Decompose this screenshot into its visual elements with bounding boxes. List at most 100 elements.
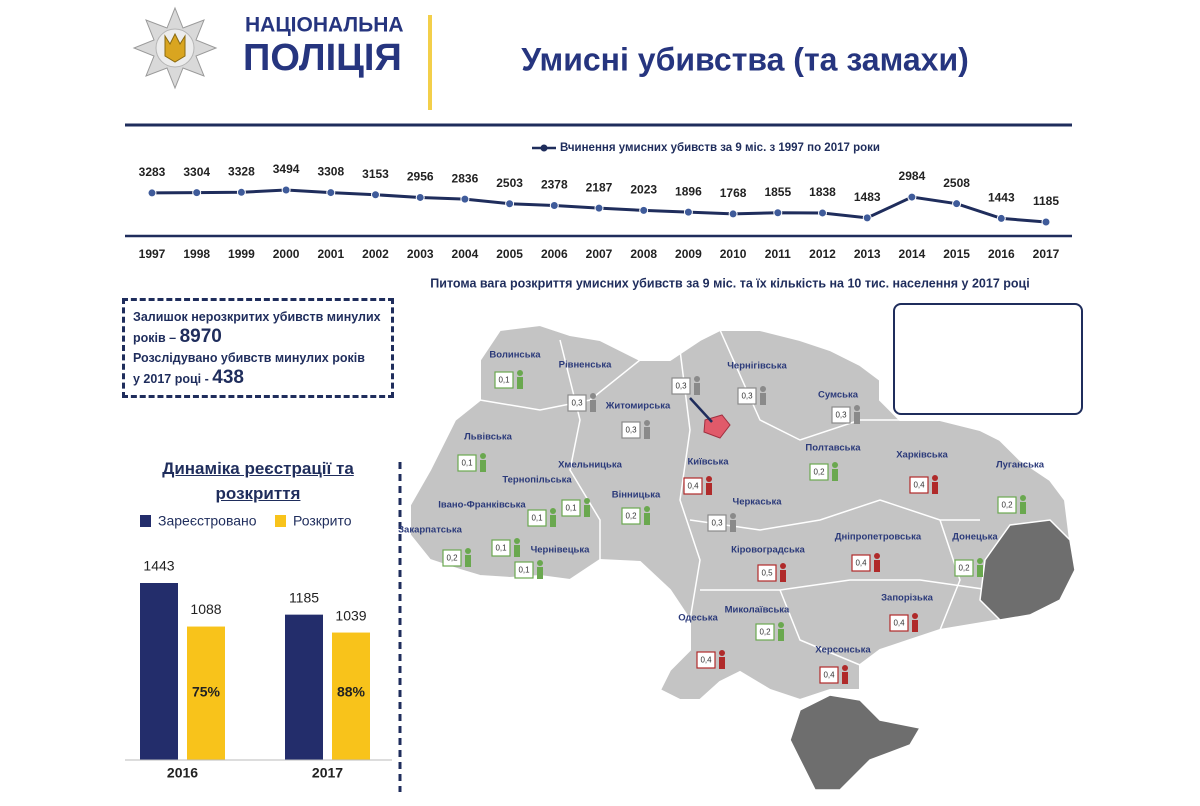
x-tick-label: 2001 — [317, 247, 344, 261]
data-label: 1443 — [988, 191, 1015, 205]
person-icon — [480, 453, 486, 459]
legend-label: Розкрито — [293, 513, 352, 529]
person-icon — [760, 386, 766, 392]
region-name: Київська — [687, 457, 729, 468]
person-icon — [912, 613, 918, 619]
map-legend — [893, 303, 1083, 415]
region-value: 0,2 — [813, 468, 825, 477]
data-label: 1039 — [335, 607, 366, 623]
data-label: 2503 — [496, 176, 523, 190]
person-icon — [644, 506, 650, 512]
data-label: 3283 — [139, 165, 166, 179]
person-icon — [537, 560, 543, 566]
data-label: 2023 — [630, 183, 657, 197]
rate-label: 75% — [192, 684, 221, 700]
region-name: Хмельницька — [558, 460, 623, 471]
region-name: Закарпатська — [398, 525, 463, 536]
region-name: Івано-Франківська — [438, 500, 526, 511]
region-box — [831, 406, 851, 424]
region-box — [851, 554, 871, 572]
person-icon — [590, 400, 596, 412]
point — [505, 199, 515, 209]
person-icon — [644, 513, 650, 525]
region-value: 0,1 — [518, 566, 530, 575]
note-line: Залишок нерозкритих убивств минулих — [133, 307, 383, 327]
region-box — [707, 514, 727, 532]
data-label: 1185 — [1033, 194, 1059, 208]
region-value: 0,1 — [495, 544, 507, 553]
bar-chart-title: Динаміка реєстрації та розкриття — [162, 459, 354, 503]
data-label: 3328 — [228, 164, 255, 178]
person-icon — [644, 427, 650, 439]
person-icon — [832, 462, 838, 468]
region-box — [954, 559, 974, 577]
region-name: Харківська — [896, 450, 948, 461]
rate-label: 88% — [337, 684, 366, 700]
region-value: 0,3 — [571, 399, 583, 408]
point — [192, 188, 202, 198]
logo-line-2: ПОЛІЦІЯ — [243, 37, 402, 79]
person-icon — [874, 560, 880, 572]
region-value: 0,2 — [958, 564, 970, 573]
data-label: 1185 — [289, 589, 319, 605]
region-box — [755, 623, 775, 641]
point — [236, 187, 246, 197]
person-icon — [694, 376, 700, 382]
data-label: 3494 — [273, 162, 300, 176]
region-name: Волинська — [489, 350, 541, 361]
region-box — [527, 509, 547, 527]
legend-label: Вчинення умисних убивств за 9 міс. з 199… — [560, 142, 880, 154]
region-box — [561, 499, 581, 517]
region-value: 0,4 — [893, 619, 905, 628]
person-icon — [480, 460, 486, 472]
x-tick-label: 2015 — [943, 247, 970, 261]
kyiv-pointer — [689, 397, 713, 423]
x-tick-label: 1998 — [183, 247, 210, 261]
ukraine-map — [409, 323, 1077, 791]
person-icon — [730, 513, 736, 519]
region-name: Полтавська — [805, 443, 861, 454]
region-box — [809, 463, 829, 481]
region-box — [696, 651, 716, 669]
point — [147, 188, 157, 198]
person-icon — [912, 620, 918, 632]
person-icon — [842, 665, 848, 671]
x-tick-label: 2002 — [362, 247, 389, 261]
region-box — [621, 507, 641, 525]
person-icon — [706, 476, 712, 482]
region-value: 0,2 — [759, 628, 771, 637]
point — [371, 190, 380, 200]
person-icon — [550, 508, 556, 514]
data-label: 2378 — [541, 178, 568, 192]
note-text: Розслідувано убивств минулих років — [133, 351, 365, 365]
region-box — [889, 614, 909, 632]
region-name: Житомирська — [605, 401, 671, 412]
person-icon — [514, 545, 520, 557]
region-box — [909, 476, 929, 494]
region-name: Львівська — [464, 432, 512, 443]
person-icon — [780, 570, 786, 582]
region-value: 0,1 — [498, 376, 510, 385]
note-text: Залишок нерозкритих убивств минулих — [133, 310, 381, 324]
region-value: 0,3 — [835, 411, 847, 420]
person-icon — [537, 567, 543, 579]
bar — [332, 632, 370, 760]
person-icon — [644, 420, 650, 426]
legend-swatch — [140, 515, 151, 527]
point — [818, 208, 827, 218]
note-text: у 2017 році - — [133, 372, 209, 386]
x-tick-label: 2010 — [720, 247, 747, 261]
region-value: 0,2 — [625, 512, 637, 521]
person-icon — [514, 538, 520, 544]
region-box — [514, 561, 534, 579]
data-label: 1443 — [143, 558, 174, 574]
legend-label: Зареєстровано — [158, 513, 257, 529]
note-line: у 2017 році - 438 — [133, 368, 383, 389]
legend-marker — [540, 144, 548, 152]
x-tick-label: 2006 — [541, 247, 568, 261]
note-line: Розслідувано убивств минулих років — [133, 348, 383, 368]
person-icon — [778, 622, 784, 628]
region-value: 0,2 — [446, 554, 458, 563]
region-box — [997, 496, 1017, 514]
